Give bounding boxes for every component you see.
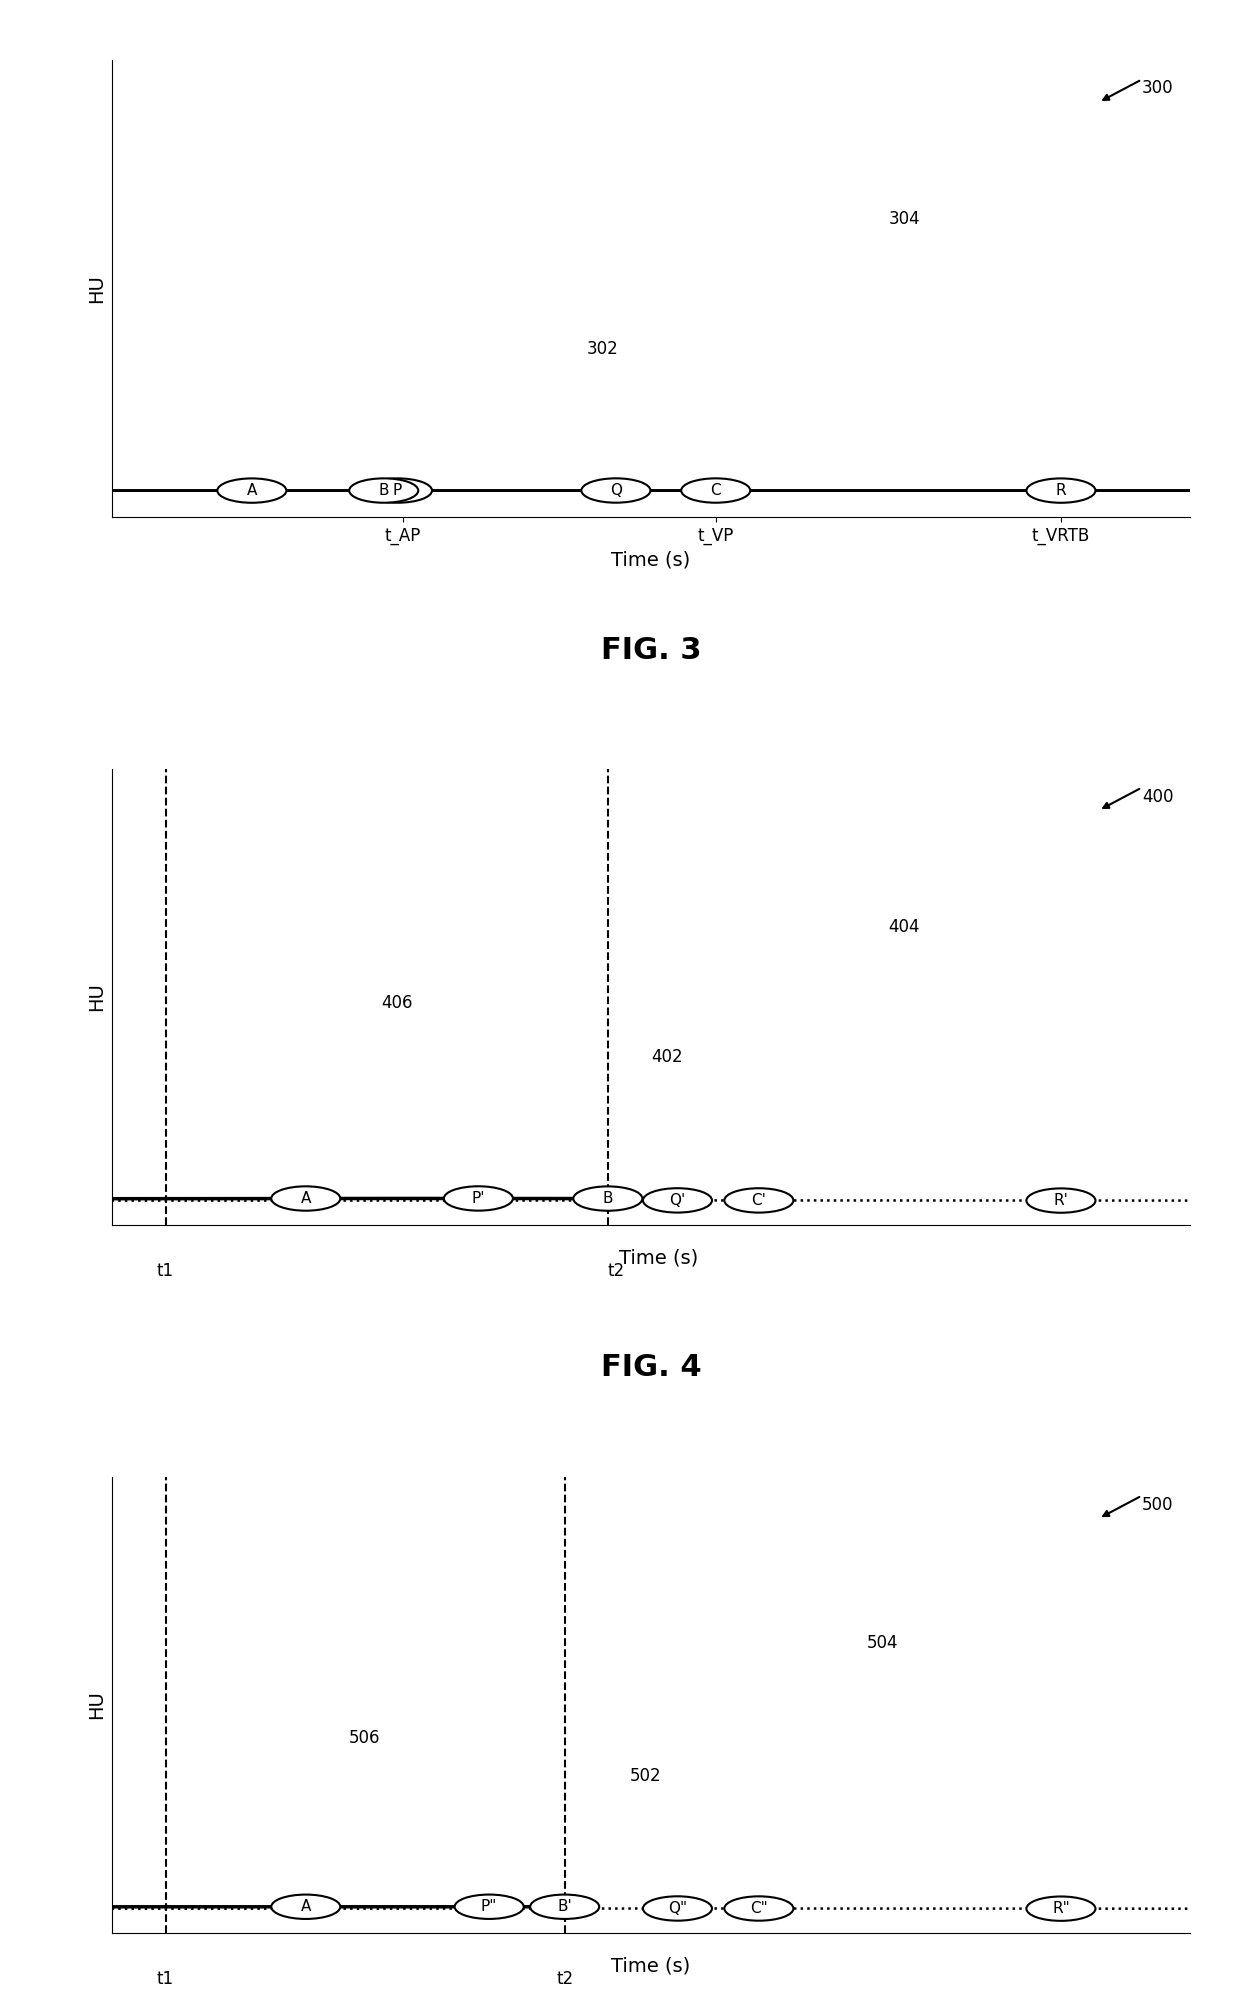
Circle shape — [582, 479, 651, 504]
Circle shape — [681, 479, 750, 504]
Circle shape — [444, 1186, 513, 1210]
Circle shape — [350, 479, 418, 504]
Circle shape — [1027, 1897, 1095, 1921]
Circle shape — [724, 1188, 794, 1212]
Circle shape — [573, 1186, 642, 1210]
Circle shape — [724, 1897, 794, 1921]
Text: B: B — [603, 1190, 613, 1206]
Text: B': B' — [557, 1899, 572, 1913]
Circle shape — [642, 1897, 712, 1921]
Text: R": R" — [1052, 1901, 1070, 1915]
Circle shape — [363, 479, 432, 504]
Text: 304: 304 — [888, 209, 920, 228]
Text: 402: 402 — [651, 1047, 683, 1065]
Circle shape — [1027, 479, 1095, 504]
Text: 300: 300 — [1142, 79, 1173, 97]
Y-axis label: HU: HU — [87, 983, 107, 1011]
Text: 500: 500 — [1142, 1496, 1173, 1515]
Circle shape — [1027, 1188, 1095, 1212]
Text: t2: t2 — [608, 1263, 625, 1279]
Text: A: A — [247, 483, 257, 497]
Circle shape — [272, 1895, 340, 1919]
Y-axis label: HU: HU — [87, 274, 107, 304]
Text: t2: t2 — [556, 1970, 573, 1988]
Text: 506: 506 — [348, 1730, 381, 1746]
Text: C': C' — [751, 1192, 766, 1208]
Text: t1: t1 — [157, 1970, 174, 1988]
Text: 404: 404 — [888, 918, 920, 937]
Text: C": C" — [750, 1901, 768, 1915]
Text: Q': Q' — [670, 1192, 686, 1208]
Circle shape — [531, 1895, 599, 1919]
Text: FIG. 3: FIG. 3 — [600, 636, 702, 665]
Text: P: P — [393, 483, 402, 497]
Text: Time (s): Time (s) — [619, 1249, 698, 1267]
X-axis label: Time (s): Time (s) — [611, 550, 691, 570]
Text: 400: 400 — [1142, 787, 1173, 806]
Text: 502: 502 — [630, 1766, 661, 1784]
Text: 302: 302 — [587, 340, 618, 358]
Text: Time (s): Time (s) — [611, 1956, 691, 1976]
Text: P': P' — [471, 1190, 485, 1206]
Text: Q: Q — [610, 483, 622, 497]
Circle shape — [217, 479, 286, 504]
Text: t1: t1 — [157, 1263, 174, 1279]
Text: 406: 406 — [381, 995, 413, 1013]
Circle shape — [455, 1895, 523, 1919]
Text: C: C — [711, 483, 720, 497]
Text: B: B — [378, 483, 389, 497]
Text: R': R' — [1054, 1192, 1069, 1208]
Text: A: A — [300, 1190, 311, 1206]
Text: Q": Q" — [668, 1901, 687, 1915]
Text: FIG. 4: FIG. 4 — [600, 1353, 702, 1382]
Circle shape — [642, 1188, 712, 1212]
Text: R: R — [1055, 483, 1066, 497]
Circle shape — [272, 1186, 340, 1210]
Text: 504: 504 — [867, 1633, 898, 1651]
Text: A: A — [300, 1899, 311, 1913]
Y-axis label: HU: HU — [87, 1690, 107, 1720]
Text: P": P" — [481, 1899, 497, 1913]
